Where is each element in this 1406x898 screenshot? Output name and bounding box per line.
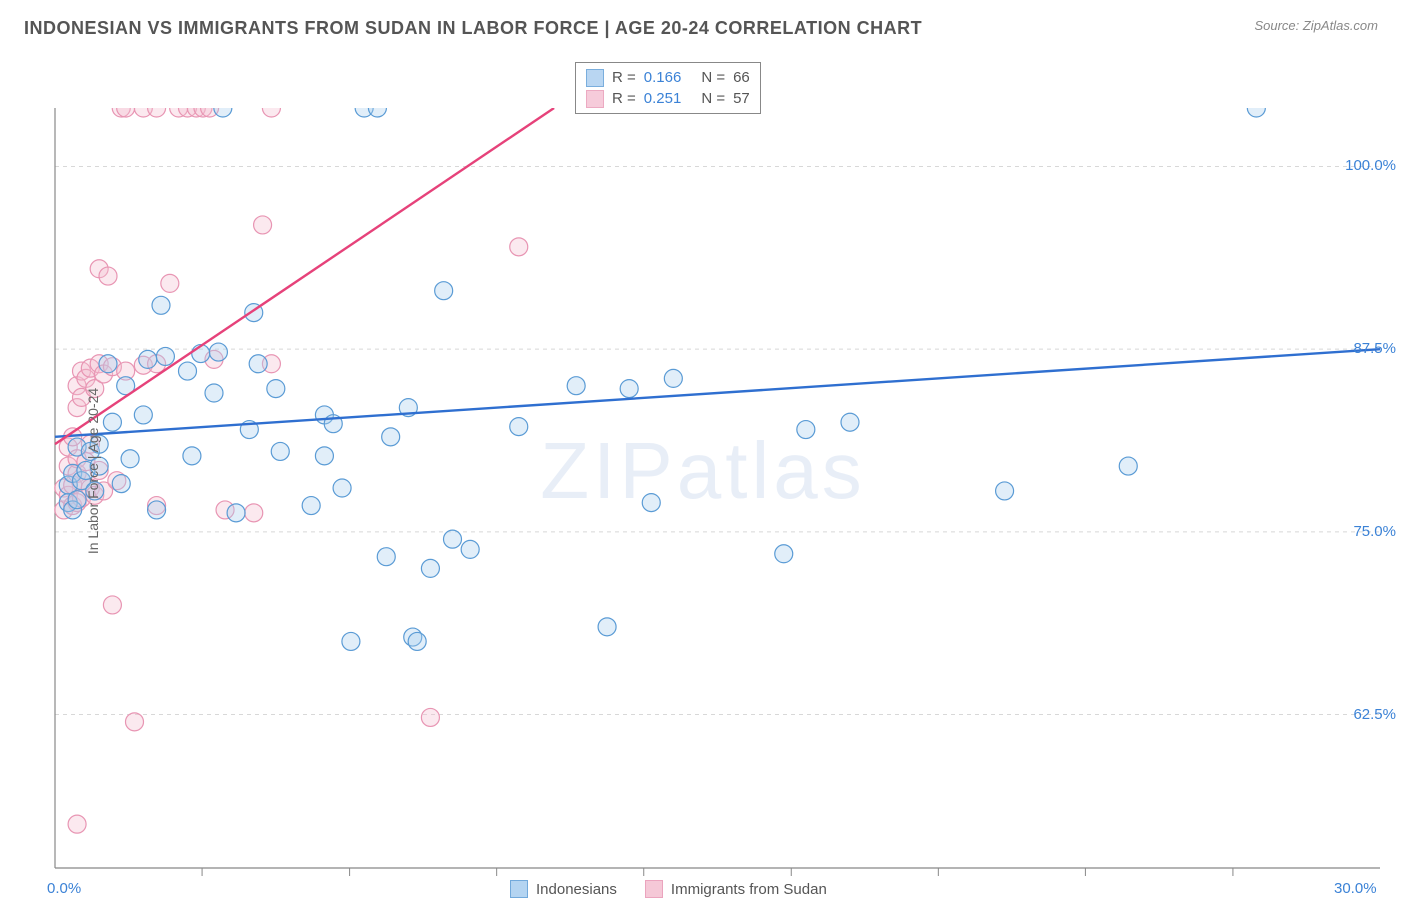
scatter-point [68, 491, 86, 509]
scatter-point [148, 501, 166, 519]
legend-n-label: N = [701, 67, 725, 88]
scatter-point [620, 380, 638, 398]
scatter-point [421, 559, 439, 577]
scatter-point [271, 442, 289, 460]
y-tick-label: 62.5% [1353, 706, 1396, 723]
scatter-point [254, 216, 272, 234]
chart-area: In Labor Force | Age 20-24 ZIPatlas [0, 50, 1406, 892]
scatter-point [368, 99, 386, 117]
scatter-point [126, 713, 144, 731]
scatter-point [435, 282, 453, 300]
legend-series-name: Indonesians [536, 881, 617, 898]
legend-r-value: 0.251 [644, 88, 682, 109]
y-tick-label: 87.5% [1353, 340, 1396, 357]
legend-r-label: R = [612, 67, 636, 88]
scatter-point [209, 343, 227, 361]
legend-item: Indonesians [510, 880, 617, 898]
scatter-point [797, 421, 815, 439]
scatter-point [262, 99, 280, 117]
scatter-point [598, 618, 616, 636]
scatter-point [121, 450, 139, 468]
legend-r-value: 0.166 [644, 67, 682, 88]
chart-title: INDONESIAN VS IMMIGRANTS FROM SUDAN IN L… [24, 18, 922, 39]
scatter-point [161, 274, 179, 292]
scatter-point [315, 447, 333, 465]
scatter-point [112, 475, 130, 493]
scatter-point [103, 413, 121, 431]
scatter-point [139, 350, 157, 368]
y-tick-label: 75.0% [1353, 523, 1396, 540]
x-tick-label: 30.0% [1334, 880, 1377, 897]
scatter-point [99, 267, 117, 285]
legend-n-label: N = [701, 88, 725, 109]
x-tick-label: 0.0% [47, 880, 81, 897]
legend-r-label: R = [612, 88, 636, 109]
scatter-point [99, 355, 117, 373]
scatter-point [664, 369, 682, 387]
scatter-point [377, 548, 395, 566]
legend-series-name: Immigrants from Sudan [671, 881, 827, 898]
scatter-point [68, 815, 86, 833]
legend-swatch [586, 90, 604, 108]
scatter-point [205, 384, 223, 402]
source-name: ZipAtlas.com [1303, 18, 1378, 33]
scatter-point [249, 355, 267, 373]
legend-row: R = 0.251 N = 57 [586, 88, 750, 109]
scatter-point [1119, 457, 1137, 475]
scatter-point [134, 406, 152, 424]
scatter-point [841, 413, 859, 431]
legend-item: Immigrants from Sudan [645, 880, 827, 898]
scatter-point [227, 504, 245, 522]
scatter-point [183, 447, 201, 465]
y-tick-label: 100.0% [1345, 157, 1396, 174]
scatter-point [148, 99, 166, 117]
scatter-point [996, 482, 1014, 500]
plot-group [55, 99, 1380, 833]
scatter-point [342, 632, 360, 650]
scatter-point [382, 428, 400, 446]
scatter-point [642, 494, 660, 512]
scatter-point [179, 362, 197, 380]
source-prefix: Source: [1254, 18, 1302, 33]
scatter-point [1247, 99, 1265, 117]
scatter-point [421, 708, 439, 726]
scatter-point [103, 596, 121, 614]
legend-swatch [586, 69, 604, 87]
legend-n-value: 57 [733, 88, 750, 109]
legend-row: R = 0.166 N = 66 [586, 67, 750, 88]
scatter-point [510, 418, 528, 436]
scatter-point [510, 238, 528, 256]
scatter-point [152, 296, 170, 314]
scatter-point [775, 545, 793, 563]
series-legend: Indonesians Immigrants from Sudan [510, 880, 827, 898]
scatter-point [444, 530, 462, 548]
legend-swatch [510, 880, 528, 898]
scatter-point [408, 632, 426, 650]
source-attribution: Source: ZipAtlas.com [1254, 18, 1378, 33]
legend-swatch [645, 880, 663, 898]
scatter-point [567, 377, 585, 395]
chart-header: INDONESIAN VS IMMIGRANTS FROM SUDAN IN L… [0, 0, 1406, 47]
trend-line [55, 108, 554, 444]
scatter-point [214, 99, 232, 117]
scatter-point [333, 479, 351, 497]
scatter-point [117, 99, 135, 117]
scatter-point [156, 347, 174, 365]
scatter-chart-svg [0, 50, 1406, 892]
scatter-point [302, 497, 320, 515]
legend-n-value: 66 [733, 67, 750, 88]
y-axis-label: In Labor Force | Age 20-24 [85, 388, 101, 554]
scatter-point [461, 540, 479, 558]
correlation-legend: R = 0.166 N = 66 R = 0.251 N = 57 [575, 62, 761, 114]
scatter-point [245, 504, 263, 522]
scatter-point [267, 380, 285, 398]
